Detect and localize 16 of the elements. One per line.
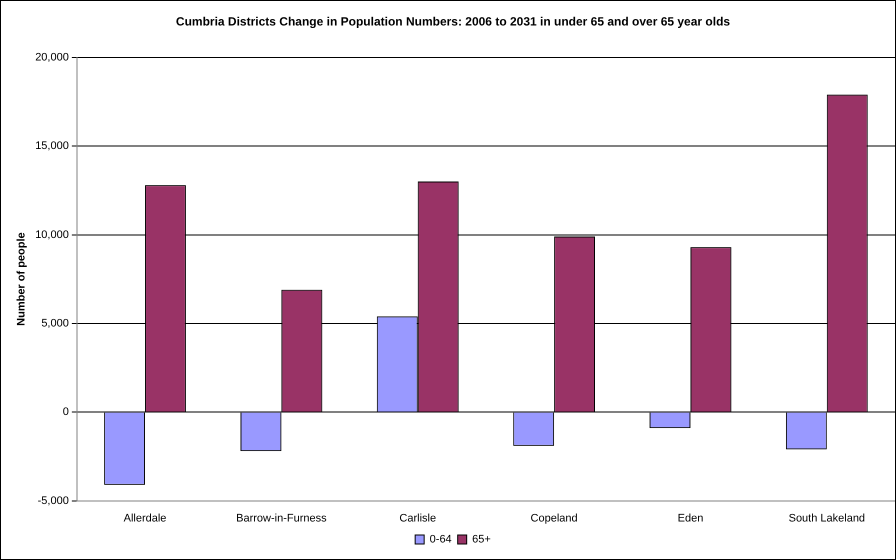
- y-tick-label: 0: [62, 406, 69, 418]
- y-tick-label: 5,000: [41, 317, 69, 330]
- x-tick-label: Eden: [678, 512, 704, 524]
- y-tick-label: 10,000: [35, 228, 69, 241]
- legend-label: 65+: [472, 534, 491, 546]
- legend-label: 0-64: [430, 534, 452, 546]
- x-tick-label: Allerdale: [124, 512, 166, 524]
- x-tick-label: Carlisle: [399, 512, 436, 524]
- x-tick-label: Copeland: [530, 512, 578, 524]
- y-tick-label: -5,000: [38, 494, 69, 507]
- x-tick-label: South Lakeland: [788, 512, 866, 524]
- y-tick-label: 20,000: [35, 51, 69, 64]
- y-axis-title: Number of people: [16, 232, 28, 326]
- chart-title: Cumbria Districts Change in Population Numbers: 2006 to 2031 in under 65 and over 65 year olds: [176, 14, 730, 29]
- y-tick-label: 15,000: [35, 140, 69, 152]
- x-tick-label: Barrow-in-Furness: [236, 512, 328, 524]
